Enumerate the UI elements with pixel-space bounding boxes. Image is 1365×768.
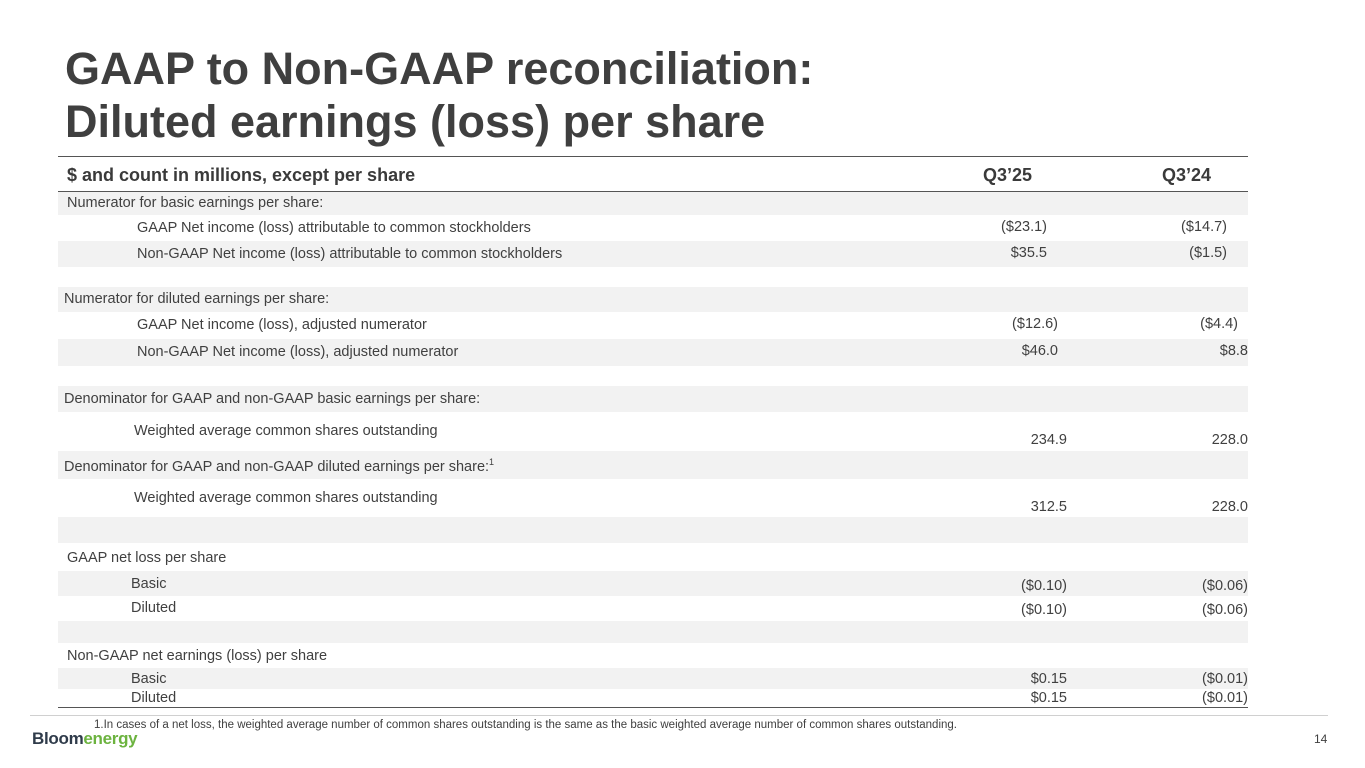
- title-line-2: Diluted earnings (loss) per share: [65, 96, 766, 147]
- row-value-q3-24: ($4.4): [1200, 316, 1238, 332]
- row-value-q3-24: ($0.01): [1202, 671, 1248, 687]
- row-value-q3-25: ($23.1): [1001, 219, 1047, 235]
- table-band: [58, 571, 1248, 596]
- row-label: GAAP Net income (loss), adjusted numerat…: [137, 317, 427, 333]
- row-value-q3-24: ($0.01): [1202, 690, 1248, 706]
- row-value-q3-24: ($0.06): [1202, 602, 1248, 618]
- row-value-q3-25: ($0.10): [1021, 578, 1067, 594]
- section-label-diluted-denominator: Denominator for GAAP and non-GAAP dilute…: [64, 457, 494, 475]
- row-value-q3-25: $35.5: [1010, 245, 1047, 261]
- table-band: [58, 241, 1248, 267]
- section-label-basic-numerator: Numerator for basic earnings per share:: [67, 195, 324, 211]
- table-band: [58, 386, 1248, 412]
- table-band: [58, 192, 1248, 215]
- row-value-q3-25: ($0.10): [1021, 602, 1067, 618]
- row-label: Non-GAAP Net income (loss), adjusted num…: [137, 344, 459, 360]
- table-header-q3-24: Q3’24: [1162, 165, 1212, 185]
- page-number: 14: [1314, 732, 1328, 746]
- section-label-diluted-numerator: Numerator for diluted earnings per share…: [64, 291, 330, 307]
- row-value-q3-24: ($14.7): [1181, 219, 1227, 235]
- row-value-q3-25: 234.9: [1030, 432, 1067, 448]
- section-label-basic-denominator: Denominator for GAAP and non-GAAP basic …: [64, 391, 481, 407]
- table-bottom-rule: [58, 707, 1248, 708]
- row-label: Basic: [131, 576, 167, 592]
- row-label: Weighted average common shares outstandi…: [134, 423, 438, 439]
- footnote: 1.In cases of a net loss, the weighted a…: [94, 719, 957, 731]
- table-band: [58, 451, 1248, 479]
- row-label: Weighted average common shares outstandi…: [134, 490, 438, 506]
- row-value-q3-24: ($1.5): [1189, 245, 1227, 261]
- row-value-q3-24: 228.0: [1211, 432, 1248, 448]
- row-value-q3-25: $46.0: [1021, 343, 1058, 359]
- row-value-q3-25: ($12.6): [1012, 316, 1058, 332]
- row-value-q3-25: 312.5: [1030, 499, 1067, 515]
- footnote-marker: 1: [489, 457, 495, 467]
- table-band: [58, 339, 1248, 366]
- row-label: Diluted: [131, 690, 177, 706]
- row-label: Diluted: [131, 600, 177, 616]
- footer-divider: [30, 715, 1328, 716]
- row-value-q3-25: $0.15: [1030, 690, 1067, 706]
- row-value-q3-25: $0.15: [1030, 671, 1067, 687]
- table-top-rule: [58, 156, 1248, 157]
- logo-text-energy: energy: [83, 729, 138, 748]
- row-value-q3-24: $8.8: [1219, 343, 1248, 359]
- table-band: [58, 668, 1248, 689]
- table-band: [58, 287, 1248, 312]
- row-label: Non-GAAP Net income (loss) attributable …: [137, 246, 563, 262]
- row-value-q3-24: ($0.06): [1202, 578, 1248, 594]
- logo-text-bloom: Bloom: [32, 729, 84, 748]
- row-label: Basic: [131, 671, 167, 687]
- row-value-q3-24: 228.0: [1211, 499, 1248, 515]
- section-label-non-gaap-eps: Non-GAAP net earnings (loss) per share: [67, 648, 328, 664]
- slide-title: GAAP to Non-GAAP reconciliation: Diluted…: [65, 42, 813, 148]
- table-header-label: $ and count in millions, except per shar…: [67, 165, 416, 185]
- table-band: [58, 621, 1248, 643]
- row-label: GAAP Net income (loss) attributable to c…: [137, 220, 531, 236]
- title-line-1: GAAP to Non-GAAP reconciliation:: [65, 43, 814, 94]
- table-header-rule: [58, 191, 1248, 192]
- section-label-text: Denominator for GAAP and non-GAAP dilute…: [64, 458, 490, 475]
- section-label-gaap-eps: GAAP net loss per share: [67, 550, 227, 566]
- bloom-energy-logo: Bloom energy: [32, 729, 138, 749]
- table-header-q3-25: Q3’25: [983, 165, 1033, 185]
- table-band: [58, 517, 1248, 543]
